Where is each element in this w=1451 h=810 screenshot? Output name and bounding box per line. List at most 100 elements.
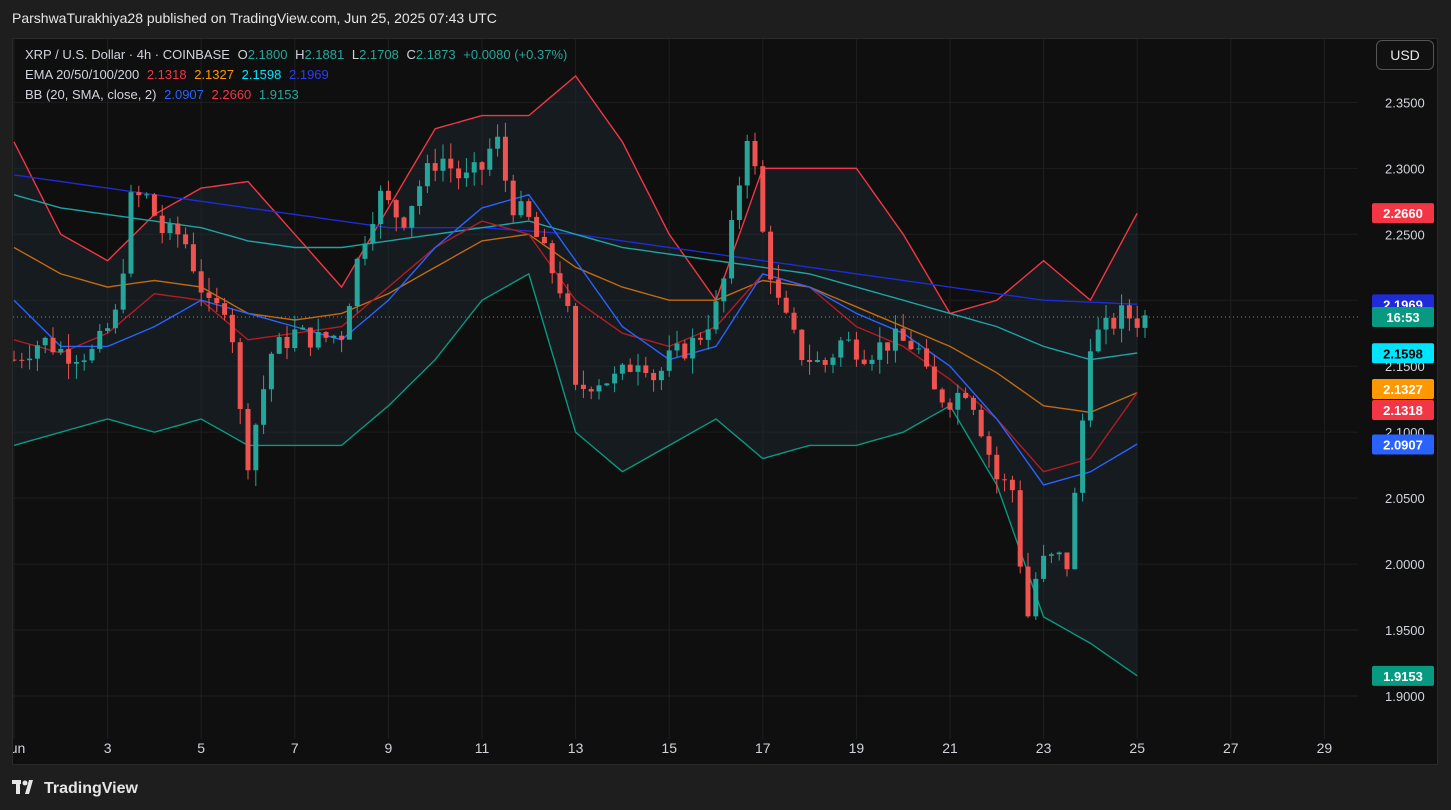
- candle-down: [908, 340, 914, 350]
- candle-down: [183, 234, 189, 245]
- candle-up: [830, 357, 836, 365]
- candle-up: [814, 359, 820, 362]
- candle-down: [939, 389, 945, 403]
- candle-down: [502, 136, 508, 181]
- candle-down: [214, 297, 220, 304]
- candle-up: [1048, 554, 1054, 556]
- publish-info: ParshwaTurakhiya28 published on TradingV…: [12, 10, 497, 26]
- candle-up: [331, 335, 337, 338]
- candle-down: [549, 243, 555, 274]
- candle-down: [456, 168, 462, 179]
- candle-up: [736, 185, 742, 221]
- candle-down: [198, 271, 204, 293]
- candle-down: [237, 342, 243, 409]
- candle-up: [838, 340, 844, 358]
- candle-up: [1103, 317, 1109, 330]
- candle-up: [81, 360, 87, 363]
- candle-down: [229, 314, 235, 343]
- tradingview-logo-icon: [12, 779, 38, 799]
- candle-up: [1142, 315, 1148, 328]
- candle-down: [136, 192, 142, 196]
- chart-pane[interactable]: 2.35002.30002.25002.20002.15002.10002.05…: [12, 38, 1438, 765]
- candle-down: [339, 335, 345, 340]
- x-tick-label: 19: [849, 740, 865, 756]
- x-tick-label: 3: [104, 740, 112, 756]
- bb-lower-value: 1.9153: [258, 87, 299, 102]
- candle-down: [479, 162, 485, 170]
- candle-down: [931, 366, 937, 390]
- price-label-bg: [1372, 665, 1434, 686]
- candle-down: [1025, 566, 1031, 617]
- candle-down: [643, 365, 649, 373]
- candle-up: [97, 330, 103, 349]
- candle-up: [128, 192, 134, 274]
- candle-up: [58, 348, 64, 353]
- candle-down: [580, 384, 586, 390]
- candle-up: [424, 163, 430, 187]
- currency-button[interactable]: USD: [1376, 40, 1434, 70]
- x-tick-label: 17: [755, 740, 771, 756]
- legend-bb-row[interactable]: BB (20, SMA, close, 2) 2.0907 2.2660 1.9…: [25, 87, 303, 102]
- candle-up: [144, 194, 150, 196]
- candle-down: [697, 337, 703, 340]
- x-tick-label: 23: [1036, 740, 1052, 756]
- candle-up: [1087, 351, 1093, 421]
- candle-down: [1002, 479, 1008, 481]
- brand-name: TradingView: [44, 780, 138, 797]
- footer-brand[interactable]: TradingView: [12, 778, 138, 800]
- candle-up: [89, 348, 95, 361]
- price-chart[interactable]: 2.35002.30002.25002.20002.15002.10002.05…: [13, 39, 1437, 764]
- y-tick-label: 2.0000: [1385, 557, 1425, 572]
- open-label: O: [237, 47, 248, 62]
- candle-down: [1126, 305, 1132, 319]
- low-value: 2.1708: [359, 47, 399, 62]
- candle-up: [276, 337, 282, 354]
- y-tick-label: 2.2500: [1385, 227, 1425, 242]
- candle-down: [385, 190, 391, 201]
- price-label-bg: [1372, 379, 1434, 400]
- high-label: H: [295, 47, 305, 62]
- candle-down: [393, 200, 399, 218]
- candle-up: [721, 278, 727, 302]
- ema-label: EMA 20/50/100/200: [25, 67, 140, 82]
- y-tick-label: 1.9500: [1385, 623, 1425, 638]
- candle-up: [674, 343, 680, 351]
- legend-ema-row[interactable]: EMA 20/50/100/200 2.1318 2.1327 2.1598 2…: [25, 67, 333, 82]
- candle-up: [42, 337, 48, 346]
- price-label: 2.1318: [1383, 403, 1423, 418]
- candle-up: [409, 205, 415, 228]
- candle-up: [705, 329, 711, 340]
- candle-up: [417, 186, 423, 206]
- candle-up: [635, 365, 641, 372]
- candle-up: [463, 172, 469, 179]
- x-tick-label: 11: [475, 740, 490, 756]
- candle-up: [877, 342, 883, 360]
- candle-down: [1064, 552, 1070, 570]
- ema20-value: 2.1318: [146, 67, 187, 82]
- candle-up: [268, 353, 274, 390]
- price-label: 2.2660: [1383, 206, 1423, 221]
- candle-down: [526, 201, 532, 217]
- candle-down: [627, 364, 633, 372]
- candle-down: [573, 305, 579, 385]
- candle-up: [619, 364, 625, 374]
- low-label: L: [351, 47, 360, 62]
- candle-up: [471, 162, 477, 173]
- candle-up: [612, 373, 618, 384]
- candle-down: [284, 337, 290, 349]
- candle-down: [401, 217, 407, 228]
- candle-up: [1033, 578, 1039, 617]
- candle-up: [869, 359, 875, 364]
- symbol-title[interactable]: XRP / U.S. Dollar · 4h · COINBASE: [25, 47, 230, 62]
- candle-down: [13, 359, 17, 361]
- candle-down: [822, 359, 828, 365]
- candle-up: [346, 306, 352, 340]
- candle-down: [175, 223, 181, 235]
- candle-down: [541, 236, 547, 244]
- candle-up: [744, 140, 750, 186]
- y-tick-label: 1.9000: [1385, 689, 1425, 704]
- candle-down: [791, 312, 797, 330]
- y-tick-label: 2.3000: [1385, 161, 1425, 176]
- candle-down: [861, 359, 867, 364]
- candle-down: [760, 166, 766, 232]
